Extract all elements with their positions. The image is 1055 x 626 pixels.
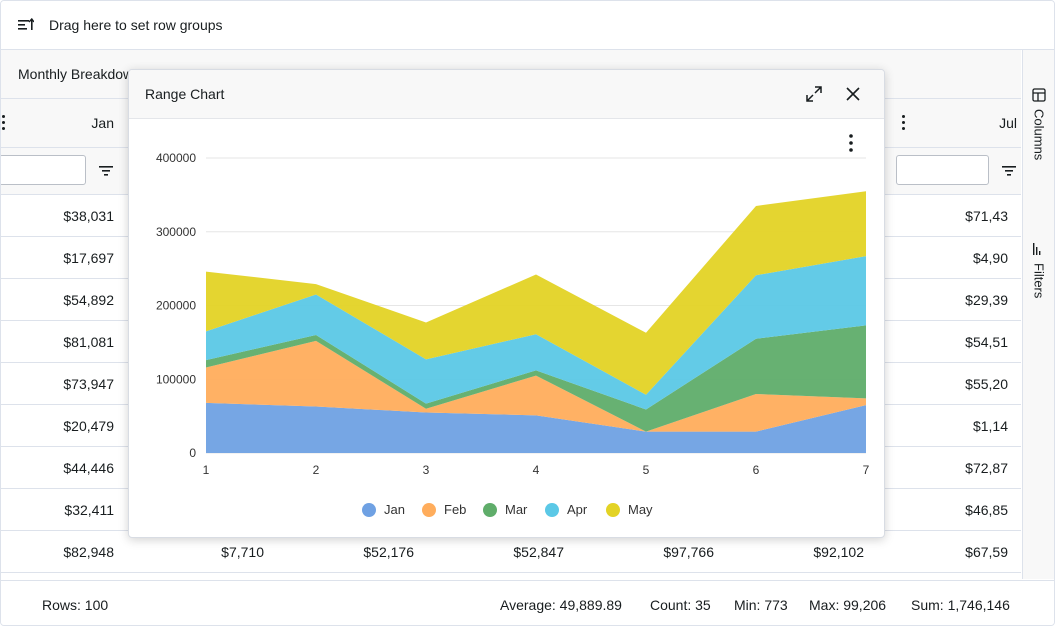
filters-tab[interactable]: Filters xyxy=(1023,242,1054,299)
cell-jul[interactable]: $4,90 xyxy=(972,250,1008,266)
y-tick-label: 400000 xyxy=(156,151,196,165)
tool-panel-sidebar: Columns Filters xyxy=(1022,50,1054,579)
cell-jul[interactable]: $67,59 xyxy=(965,544,1008,560)
series-area-jan[interactable] xyxy=(206,402,866,453)
status-rows: Rows: 100 xyxy=(42,597,108,613)
kebab-menu-icon[interactable] xyxy=(2,115,6,131)
status-average: Average: 49,889.89 xyxy=(500,597,622,613)
cell-jul[interactable]: $29,39 xyxy=(965,292,1008,308)
close-icon[interactable] xyxy=(843,84,863,104)
cell-jan[interactable]: $38,031 xyxy=(63,208,114,224)
cell-feb[interactable]: $7,710 xyxy=(221,544,264,560)
status-max-label: Max: xyxy=(809,597,840,613)
legend-item-label[interactable]: Apr xyxy=(567,502,588,517)
cell-jan[interactable]: $82,948 xyxy=(63,544,114,560)
status-count: Count: 35 xyxy=(650,597,711,613)
cell-jan[interactable]: $20,479 xyxy=(63,418,114,434)
legend-swatch[interactable] xyxy=(362,503,376,517)
x-tick-label: 7 xyxy=(863,463,870,477)
cell-jan[interactable]: $73,947 xyxy=(63,376,114,392)
expand-icon[interactable] xyxy=(804,84,824,104)
status-sum-label: Sum: xyxy=(911,597,944,613)
filters-tab-label: Filters xyxy=(1031,263,1047,299)
table-row[interactable]: $82,948 $7,710 $52,176 $52,847 $97,766 $… xyxy=(1,531,1021,573)
cell-jul[interactable]: $55,20 xyxy=(965,376,1008,392)
cell-jan[interactable]: $44,446 xyxy=(63,460,114,476)
popup-header[interactable]: Range Chart xyxy=(129,70,884,119)
status-sum-value: 1,746,146 xyxy=(947,597,1010,613)
y-tick-label: 0 xyxy=(189,446,196,460)
x-tick-label: 2 xyxy=(313,463,320,477)
cell-jan[interactable]: $32,411 xyxy=(64,502,114,518)
cell-may[interactable]: $97,766 xyxy=(663,544,714,560)
status-max-value: 99,206 xyxy=(843,597,887,613)
legend-item-label[interactable]: Feb xyxy=(444,502,466,517)
status-bar: Rows: 100 Average: 49,889.89 Count: 35 M… xyxy=(1,580,1054,625)
series-area-may[interactable] xyxy=(206,191,866,395)
column-header-jan[interactable]: Jan xyxy=(91,115,114,131)
x-tick-label: 4 xyxy=(533,463,540,477)
x-tick-label: 6 xyxy=(753,463,760,477)
series-area-feb[interactable] xyxy=(206,340,866,432)
filter-icon[interactable] xyxy=(1002,164,1016,176)
legend-swatch[interactable] xyxy=(483,503,497,517)
kebab-menu-icon[interactable] xyxy=(849,134,853,152)
columns-tab[interactable]: Columns xyxy=(1023,88,1054,161)
legend-item-label[interactable]: May xyxy=(628,502,653,517)
row-group-icon xyxy=(18,17,34,33)
y-tick-label: 200000 xyxy=(156,299,196,313)
cell-jul[interactable]: $1,14 xyxy=(972,418,1008,434)
status-min-label: Min: xyxy=(734,597,761,613)
filter-input-jul[interactable] xyxy=(896,155,989,185)
y-tick-label: 100000 xyxy=(156,372,196,386)
legend-item-label[interactable]: Mar xyxy=(505,502,528,517)
status-min: Min: 773 xyxy=(734,597,788,613)
cell-jul[interactable]: $72,87 xyxy=(965,460,1008,476)
legend-swatch[interactable] xyxy=(606,503,620,517)
status-rows-label: Rows: xyxy=(42,597,81,613)
cell-jul[interactable]: $71,43 xyxy=(965,208,1008,224)
row-group-panel[interactable]: Drag here to set row groups xyxy=(1,1,1054,50)
cell-jul[interactable]: $54,51 xyxy=(965,334,1008,350)
legend-swatch[interactable] xyxy=(422,503,436,517)
cell-jan[interactable]: $17,697 xyxy=(63,250,114,266)
cell-jan[interactable]: $54,892 xyxy=(63,292,114,308)
filter-input-jan[interactable] xyxy=(1,155,86,185)
status-sum: Sum: 1,746,146 xyxy=(911,597,1010,613)
series-area-mar[interactable] xyxy=(206,325,866,432)
status-average-value: 49,889.89 xyxy=(559,597,622,613)
columns-icon xyxy=(1032,88,1046,105)
column-group-label: Monthly Breakdown xyxy=(18,66,141,82)
cell-apr[interactable]: $52,847 xyxy=(513,544,564,560)
status-min-value: 773 xyxy=(764,597,788,613)
column-header-jul[interactable]: Jul xyxy=(999,115,1017,131)
status-count-value: 35 xyxy=(695,597,711,613)
legend-item-label[interactable]: Jan xyxy=(384,502,405,517)
range-chart-popup: Range Chart 0 100000 200000 300000 400000 1 2 3… xyxy=(128,69,885,538)
row-group-label: Drag here to set row groups xyxy=(49,17,223,33)
legend-swatch[interactable] xyxy=(545,503,559,517)
series-area-apr[interactable] xyxy=(206,256,866,410)
cell-jun[interactable]: $92,102 xyxy=(813,544,864,560)
cell-jul[interactable]: $46,85 xyxy=(965,502,1008,518)
filter-icon[interactable] xyxy=(99,164,113,176)
x-tick-label: 1 xyxy=(203,463,210,477)
status-rows-value: 100 xyxy=(84,597,109,613)
x-tick-label: 3 xyxy=(423,463,430,477)
filters-icon xyxy=(1032,242,1046,259)
y-tick-label: 300000 xyxy=(156,225,196,239)
status-count-label: Count: xyxy=(650,597,692,613)
status-max: Max: 99,206 xyxy=(809,597,886,613)
range-chart: 0 100000 200000 300000 400000 1 2 3 4 5 6 7 Jan Feb Ma… xyxy=(156,151,870,517)
cell-mar[interactable]: $52,176 xyxy=(363,544,414,560)
kebab-menu-icon[interactable] xyxy=(902,115,906,131)
x-tick-label: 5 xyxy=(643,463,650,477)
status-average-label: Average: xyxy=(500,597,556,613)
columns-tab-label: Columns xyxy=(1031,109,1047,161)
popup-title: Range Chart xyxy=(145,86,225,102)
cell-jan[interactable]: $81,081 xyxy=(63,334,114,350)
